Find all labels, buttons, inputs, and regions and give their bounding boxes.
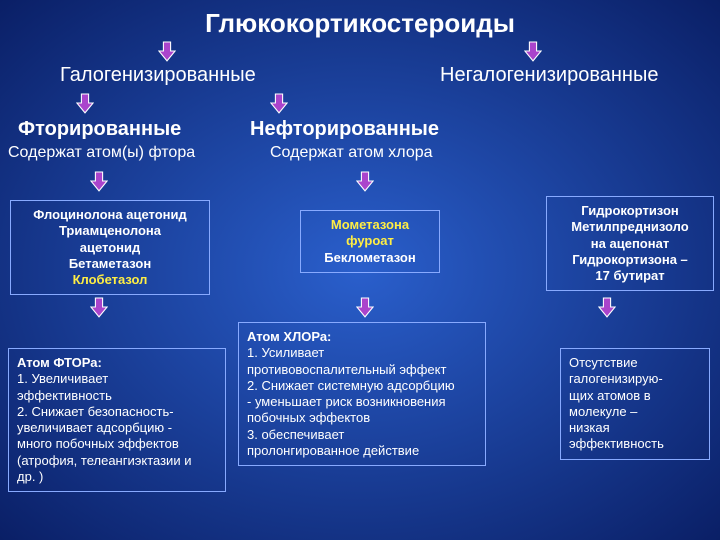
effect-line: эффективность: [17, 388, 217, 404]
effect-line: противовоспалительный эффект: [247, 362, 477, 378]
effects-fluor-box: Атом ФТОРа: 1. Увеличивает эффективность…: [8, 348, 226, 492]
drug-line: Гидрокортизона –: [555, 252, 705, 268]
arrow-down-icon: [598, 296, 616, 318]
effect-line: эффективность: [569, 436, 701, 452]
level2-left-sub: Содержат атом(ы) фтора: [8, 144, 195, 162]
arrow-down-icon: [356, 170, 374, 192]
effects-chlor-box: Атом ХЛОРа: 1. Усиливает противовоспалит…: [238, 322, 486, 466]
effect-line: щих атомов в: [569, 388, 701, 404]
effect-line: - уменьшает риск возникновения: [247, 394, 477, 410]
level1-right: Негалогенизированные: [440, 64, 658, 87]
level2-mid-title: Нефторированные: [250, 118, 439, 141]
effect-line: (атрофия, телеангиэктазии и: [17, 453, 217, 469]
arrow-down-icon: [76, 92, 94, 114]
effect-line: молекуле –: [569, 404, 701, 420]
effect-line: др. ): [17, 469, 217, 485]
arrow-down-icon: [524, 40, 542, 62]
level1-left: Галогенизированные: [60, 64, 256, 87]
effect-line: низкая: [569, 420, 701, 436]
effect-line: пролонгированное действие: [247, 443, 477, 459]
effect-line: 3. обеспечивает: [247, 427, 477, 443]
effect-title: Атом ФТОРа:: [17, 355, 217, 371]
drug-line: Беклометазон: [309, 250, 431, 266]
page-title: Глюкокортикостероиды: [0, 0, 720, 39]
effect-line: 1. Усиливает: [247, 345, 477, 361]
level2-mid-sub: Содержат атом хлора: [270, 144, 433, 162]
drug-line: Мометазона: [309, 217, 431, 233]
effect-line: 1. Увеличивает: [17, 371, 217, 387]
drugs-chlor-box: Мометазона фуроат Беклометазон: [300, 210, 440, 273]
effect-line: 2. Снижает системную адсорбцию: [247, 378, 477, 394]
arrow-down-icon: [158, 40, 176, 62]
arrow-down-icon: [90, 170, 108, 192]
effect-line: много побочных эффектов: [17, 436, 217, 452]
drug-line: Клобетазол: [19, 272, 201, 288]
drugs-nonhalo-box: Гидрокортизон Метилпреднизоло на ацепона…: [546, 196, 714, 291]
drug-line: Метилпреднизоло: [555, 219, 705, 235]
arrow-down-icon: [270, 92, 288, 114]
effect-line: 2. Снижает безопасность-: [17, 404, 217, 420]
drug-line: Флоцинолона ацетонид: [19, 207, 201, 223]
effect-line: увеличивает адсорбцию -: [17, 420, 217, 436]
effect-line: галогенизирую-: [569, 371, 701, 387]
effect-line: побочных эффектов: [247, 410, 477, 426]
drug-line: фуроат: [309, 233, 431, 249]
effect-title: Атом ХЛОРа:: [247, 329, 477, 345]
effect-line: Отсутствие: [569, 355, 701, 371]
drug-line: 17 бутират: [555, 268, 705, 284]
drug-line: на ацепонат: [555, 236, 705, 252]
drugs-fluor-box: Флоцинолона ацетонид Триамценолона ацето…: [10, 200, 210, 295]
arrow-down-icon: [356, 296, 374, 318]
drug-line: Триамценолона: [19, 223, 201, 239]
level2-left-title: Фторированные: [18, 118, 181, 141]
drug-line: Бетаметазон: [19, 256, 201, 272]
effects-nonhalo-box: Отсутствие галогенизирую- щих атомов в м…: [560, 348, 710, 460]
drug-line: ацетонид: [19, 240, 201, 256]
drug-line: Гидрокортизон: [555, 203, 705, 219]
arrow-down-icon: [90, 296, 108, 318]
